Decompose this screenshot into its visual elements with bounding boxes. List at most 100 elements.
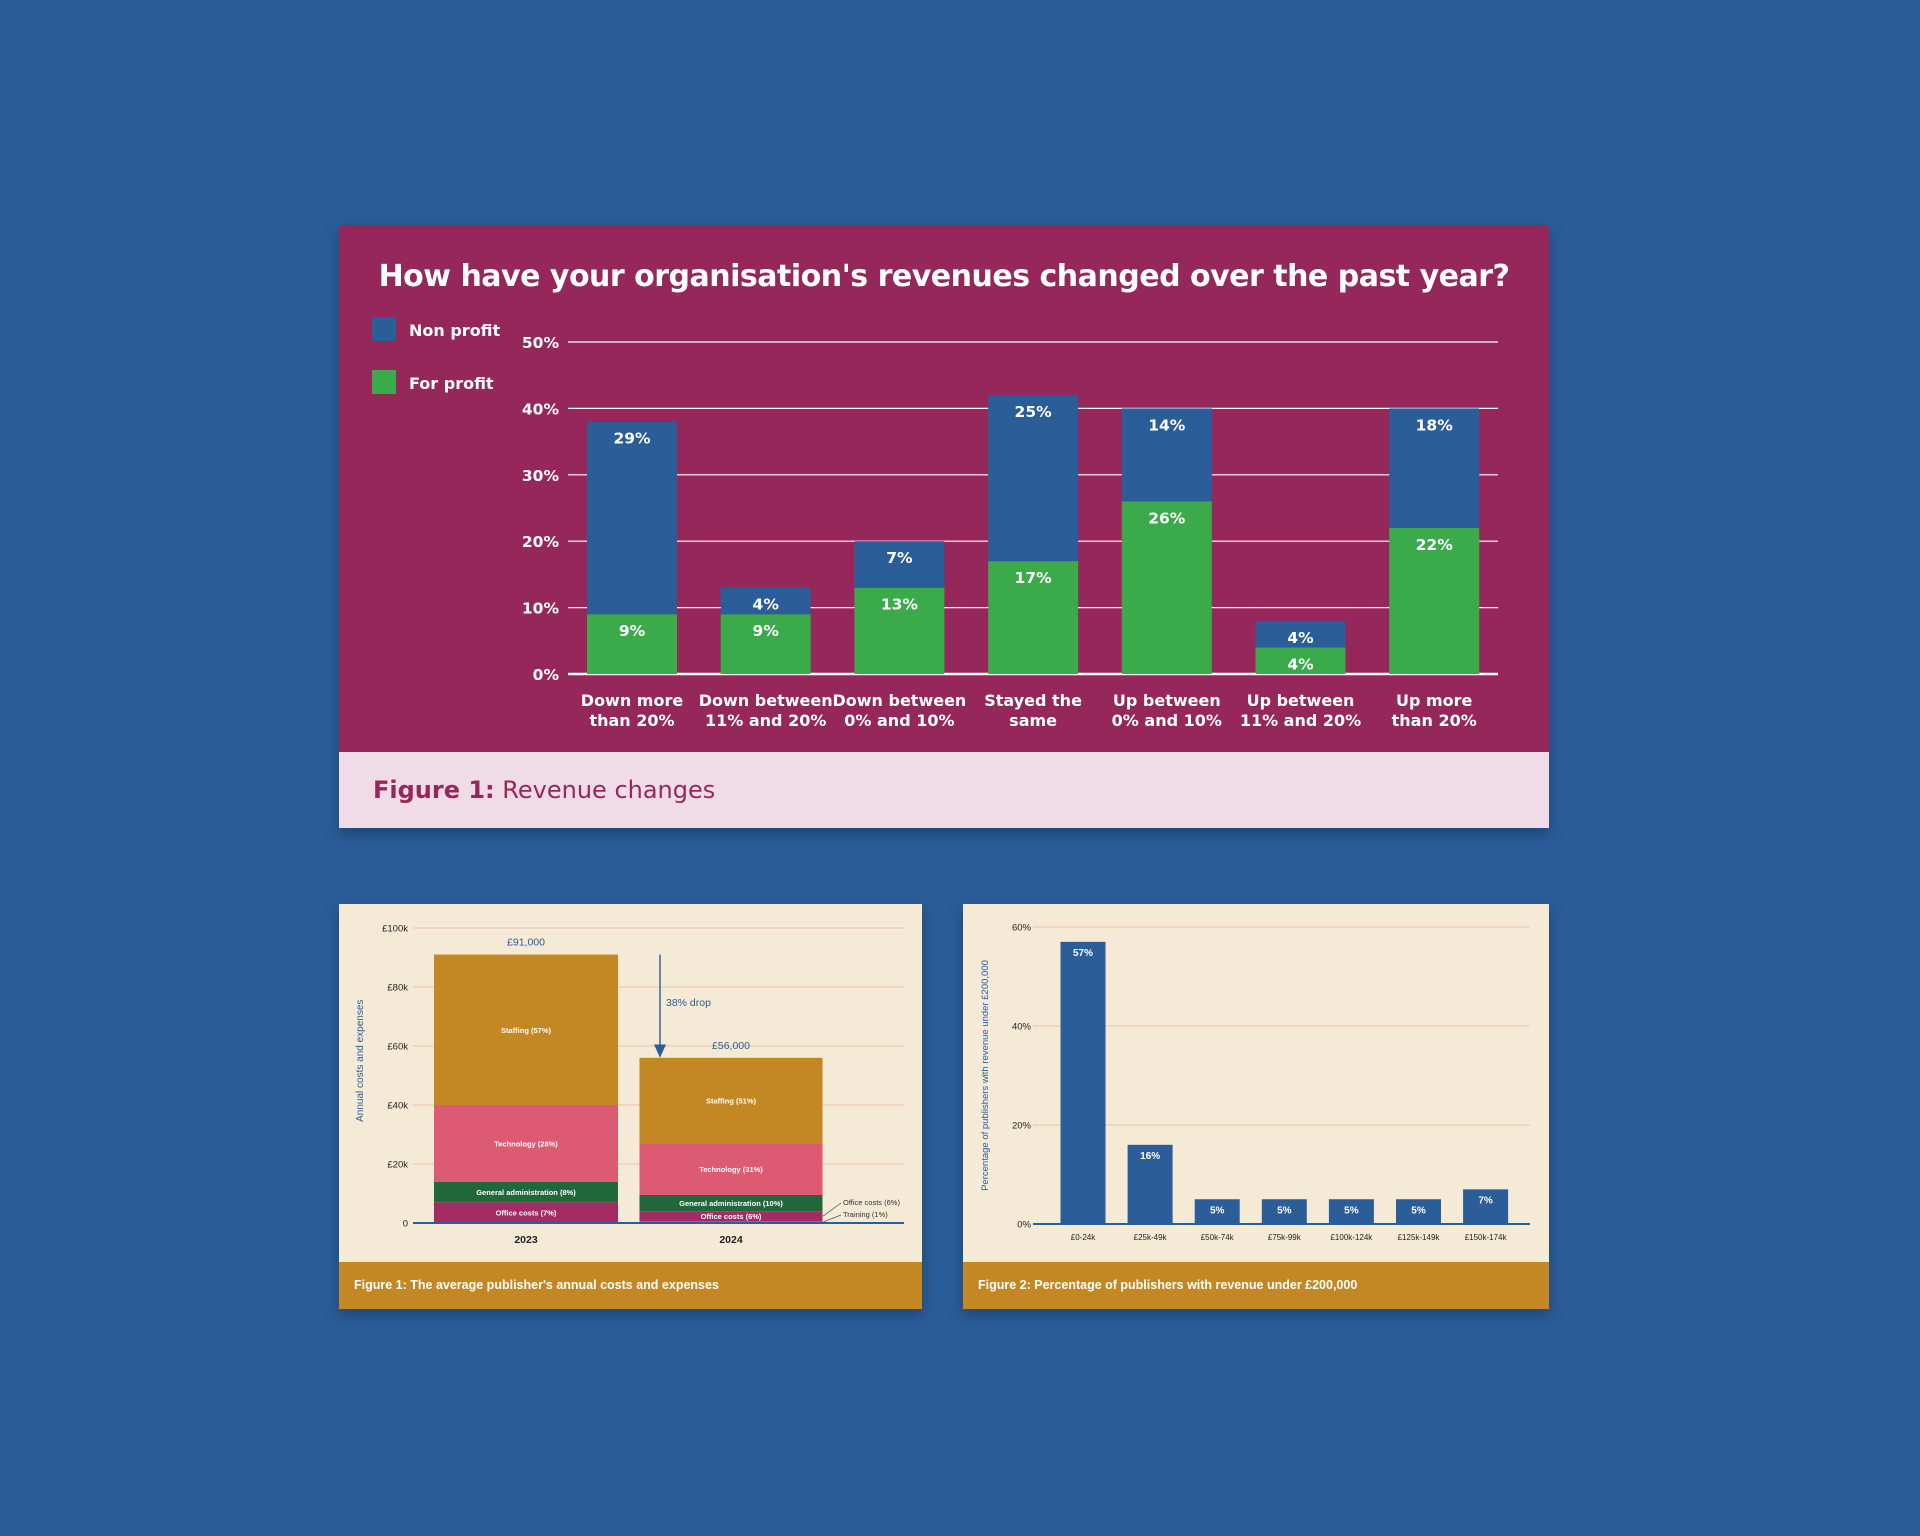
bar-segment [1121,501,1212,674]
x-tick-label: Down between [699,691,833,710]
data-label: 26% [1148,509,1186,527]
segment-label: Office costs (6%) [701,1212,762,1221]
callout-label: Training (1%) [843,1210,888,1219]
data-label: 5% [1277,1205,1292,1216]
x-tick-label: £50k-74k [1201,1233,1235,1242]
x-tick-label: 2023 [514,1234,538,1246]
bar-segment [639,1057,823,1144]
data-label: 25% [1015,403,1053,421]
y-tick-label: 0 [403,1219,408,1230]
x-tick-label: Up between [1113,691,1221,710]
x-tick-label: £0-24k [1071,1233,1096,1242]
figure-caption: Figure 2: Percentage of publishers with … [978,1278,1358,1292]
y-tick-label: 60% [1012,923,1032,934]
data-label: 7% [886,549,913,567]
costs-chart: 0 £20k £40k £60k £80k £100k Annual costs and e… [355,924,904,1246]
total-label: £56,000 [712,1040,750,1052]
y-tick-label: £80k [387,983,408,994]
bar-segment [854,587,945,674]
data-label: 4% [1287,655,1314,673]
bar [1463,1189,1509,1224]
legend-label: Non profit [409,321,501,340]
bar-segment [1389,408,1480,528]
data-label: 22% [1416,536,1454,554]
bar-segment [639,1211,823,1222]
revenue-distribution-figure: 0% 20% 40% 60% Percentage of publishers with… [963,904,1549,1309]
bar-segment [639,1194,823,1212]
x-tick-label: Down between [832,691,966,710]
data-label: 29% [613,430,651,448]
x-tick-label: 0% and 10% [844,711,954,730]
y-tick-label: 30% [522,467,560,485]
bar-segment [587,421,677,615]
bar-segment [720,614,811,674]
revenue-distribution-chart: 0% 20% 40% 60% Percentage of publishers with… [980,923,1530,1242]
x-tick-label: £100k-124k [1330,1233,1373,1242]
y-axis-label: Annual costs and expenses [355,1000,366,1122]
data-label: 5% [1411,1205,1426,1216]
bar [1396,1199,1441,1224]
bar-segment [1121,408,1212,502]
data-label: 9% [753,622,780,640]
x-tick-label: £75k-99k [1268,1233,1302,1242]
bar [1328,1199,1374,1224]
bar-segment [720,587,811,615]
chart-title: How have your organisation's revenues ch… [378,259,1510,294]
bar-segment [854,541,945,588]
x-tick-label: £25k-49k [1134,1233,1168,1242]
x-tick-label: 0% and 10% [1112,711,1222,730]
data-label: 7% [1478,1195,1493,1206]
caption-label: Figure 1: [373,776,495,804]
bar [1127,1144,1173,1224]
bar-segment [1255,620,1346,648]
bar-segment [434,1181,618,1203]
caption-text: Revenue changes [502,776,716,804]
x-tick-label: Up more [1396,691,1473,710]
y-tick-label: 20% [1012,1121,1032,1132]
figure-caption-bar: Figure 1: The average publisher's annual… [339,1262,922,1309]
y-axis-label: Percentage of publishers with revenue un… [980,960,991,1191]
drop-annotation: 38% drop [666,997,711,1009]
x-tick-label: Up between [1247,691,1355,710]
x-tick-label: £150k-174k [1465,1233,1508,1242]
callout-label: Office costs (6%) [843,1198,900,1207]
data-label: 17% [1015,569,1053,587]
segment-label: General administration (10%) [679,1199,783,1208]
x-tick-label: 11% and 20% [705,711,826,730]
bar-segment [434,1202,618,1223]
y-tick-label: 0% [1017,1220,1031,1231]
x-tick-label: 2024 [719,1234,743,1246]
legend-swatch [372,370,396,394]
figure-caption-bar: Figure 2: Percentage of publishers with … [963,1262,1549,1309]
y-tick-label: £60k [387,1042,408,1053]
data-label: 4% [1287,629,1314,647]
x-tick-label: than 20% [1392,711,1477,730]
data-label: 9% [619,622,646,640]
y-tick-label: £40k [387,1101,408,1112]
bar-segment [434,1105,618,1182]
segment-label: Staffing (57%) [501,1026,552,1035]
x-tick-label: Stayed the [984,691,1082,710]
bar [1060,941,1106,1224]
data-label: 14% [1148,416,1186,434]
data-label: 5% [1344,1205,1359,1216]
figure-caption: Figure 1: The average publisher's annual… [354,1278,719,1292]
data-label: 4% [753,596,780,614]
revenue-changes-figure: How have your organisation's revenues ch… [339,225,1549,828]
y-tick-label: £20k [387,1160,408,1171]
segment-label: General administration (8%) [476,1188,576,1197]
bar-segment [587,614,677,674]
y-tick-label: 40% [1012,1022,1032,1033]
bar-segment [1255,647,1346,674]
y-tick-label: £100k [382,924,408,935]
legend-swatch [372,317,396,341]
data-label: 13% [881,596,919,614]
revenue-changes-chart: 0%10%20%30%40%50%FrequenciesNon profitFo… [372,317,1498,730]
y-tick-label: 50% [522,334,560,352]
drop-arrowhead [654,1044,666,1058]
bar-segment [639,1143,823,1195]
data-label: 18% [1416,416,1454,434]
callout-line [822,1214,842,1223]
y-tick-label: 20% [522,533,560,551]
bar-segment [1389,527,1480,674]
